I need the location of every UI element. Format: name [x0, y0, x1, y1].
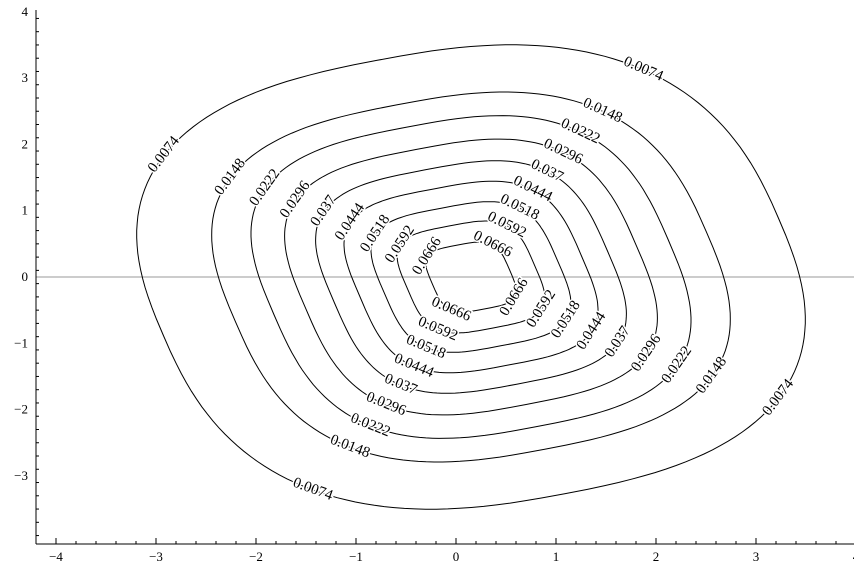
- contour-label-0.0222: 0.0222: [348, 410, 392, 440]
- contour-label-0.0148: 0.0148: [212, 156, 249, 199]
- contour-label-0.037: 0.037: [602, 323, 634, 360]
- contour-label-0.0074: 0.0074: [759, 376, 797, 419]
- y-tick-label: 3: [22, 70, 29, 85]
- contour-label-0.0222: 0.0222: [659, 343, 696, 386]
- contour-line-0.037: [315, 160, 627, 394]
- contour-line-0.0666: [425, 241, 517, 313]
- x-tick-label: −1: [349, 549, 363, 564]
- contour-line-0.0222: [250, 115, 692, 439]
- x-tick-label: 1: [553, 549, 560, 564]
- x-tick-label: −4: [49, 549, 63, 564]
- contour-label-0.0148: 0.0148: [328, 432, 372, 462]
- y-tick-label: 4: [22, 4, 29, 19]
- contour-line-0.0444: [343, 180, 599, 374]
- y-tick-label: −3: [14, 468, 28, 483]
- contour-line-0.0296: [284, 138, 658, 416]
- x-tick-label: 0: [453, 549, 460, 564]
- x-tick-label: 4: [853, 549, 854, 564]
- x-tick-label: 3: [753, 549, 760, 564]
- x-tick-label: −2: [249, 549, 263, 564]
- contour-label-0.0148: 0.0148: [693, 354, 730, 397]
- contour-line-0.0592: [396, 220, 546, 334]
- y-tick-label: −2: [14, 402, 28, 417]
- contour-label-0.037: 0.037: [382, 371, 420, 399]
- contour-label-0.0074: 0.0074: [291, 475, 336, 504]
- x-tick-label: −3: [149, 549, 163, 564]
- x-tick-label: 2: [653, 549, 660, 564]
- contour-line-0.0148: [211, 91, 731, 463]
- contour-label-0.0148: 0.0148: [580, 95, 624, 126]
- contour-label-0.0666: 0.0666: [496, 275, 531, 319]
- contour-label-0.0296: 0.0296: [277, 178, 314, 221]
- contour-label-0.0222: 0.0222: [246, 166, 283, 209]
- contour-line-0.0518: [370, 201, 572, 353]
- contour-label-0.0074: 0.0074: [145, 133, 183, 176]
- contour-label-0.0296: 0.0296: [628, 331, 665, 375]
- contour-label-0.0074: 0.0074: [621, 54, 666, 85]
- contour-label-0.0444: 0.0444: [574, 309, 610, 353]
- y-tick-label: 0: [22, 269, 29, 284]
- contour-label-0.037: 0.037: [307, 192, 340, 229]
- y-tick-label: 2: [22, 136, 29, 151]
- y-tick-label: −1: [14, 335, 28, 350]
- contour-line-0.0074: [136, 44, 806, 510]
- y-tick-label: 1: [22, 203, 29, 218]
- contour-label-0.0222: 0.0222: [558, 115, 602, 147]
